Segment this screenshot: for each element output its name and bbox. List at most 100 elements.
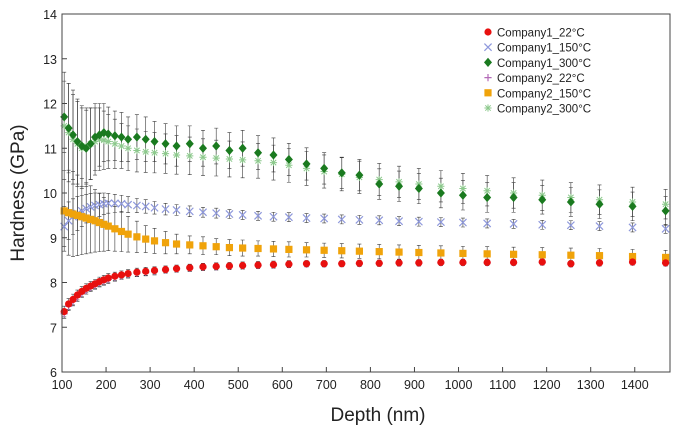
x-tick-label: 700 bbox=[316, 378, 337, 392]
markers-layer bbox=[60, 112, 670, 318]
data-point-company2-150-c bbox=[69, 210, 77, 218]
data-point-company1-22-c bbox=[142, 267, 150, 275]
data-point-company2-150-c bbox=[415, 248, 423, 257]
data-point-company2-150-c bbox=[509, 250, 518, 258]
data-point-company1-300-c bbox=[538, 195, 547, 205]
y-tick-label: 9 bbox=[50, 232, 57, 246]
data-point-company1-300-c bbox=[661, 206, 670, 216]
data-point-company2-300-c bbox=[161, 150, 170, 158]
data-point-company1-300-c bbox=[110, 131, 119, 141]
data-point-company1-150-c bbox=[320, 214, 329, 223]
data-point-company1-300-c bbox=[82, 143, 91, 153]
y-tick-label: 8 bbox=[50, 277, 57, 291]
data-point-company1-150-c bbox=[254, 211, 263, 220]
data-point-company1-300-c bbox=[302, 159, 311, 169]
data-point-company2-150-c bbox=[186, 241, 194, 249]
axes-layer: 100 200 300 400 500 600 700 800 900 1000 1100 1200 1… bbox=[43, 8, 671, 392]
data-point-company2-300-c bbox=[437, 182, 445, 190]
data-point-company1-22-c bbox=[483, 258, 491, 266]
data-point-company2-300-c bbox=[60, 122, 68, 130]
x-tick-label: 200 bbox=[96, 378, 117, 392]
data-point-company2-150-c bbox=[212, 243, 220, 251]
data-point-company1-300-c bbox=[483, 192, 492, 203]
data-point-company2-150-c bbox=[111, 225, 119, 233]
data-point-company1-150-c bbox=[483, 219, 492, 228]
data-point-company1-300-c bbox=[284, 154, 293, 165]
data-point-company1-150-c bbox=[269, 212, 278, 221]
data-point-company1-22-c bbox=[269, 261, 278, 269]
data-point-company2-150-c bbox=[225, 243, 234, 252]
data-point-company2-300-c bbox=[100, 136, 108, 144]
data-point-company1-22-c bbox=[355, 259, 363, 267]
data-point-company1-300-c bbox=[238, 143, 247, 153]
y-tick-label: 13 bbox=[43, 53, 57, 67]
data-point-company2-300-c bbox=[172, 151, 181, 159]
data-point-company1-300-c bbox=[117, 132, 126, 142]
data-point-company2-150-c bbox=[172, 240, 181, 248]
data-point-company2-300-c bbox=[117, 142, 126, 150]
data-point-company2-150-c bbox=[65, 209, 73, 217]
data-point-company1-150-c bbox=[104, 199, 113, 208]
data-point-company1-150-c bbox=[110, 199, 119, 208]
data-point-company2-150-c bbox=[483, 250, 491, 258]
data-point-company1-22-c bbox=[69, 295, 77, 304]
data-point-company1-22-c bbox=[595, 259, 604, 267]
data-point-company2-150-c bbox=[133, 233, 141, 241]
data-point-company2-150-c bbox=[437, 249, 445, 257]
data-point-company2-150-c bbox=[375, 248, 383, 256]
data-point-company1-300-c bbox=[436, 188, 445, 198]
data-point-company1-150-c bbox=[375, 216, 384, 225]
data-point-company1-300-c bbox=[212, 141, 221, 151]
data-point-company1-22-c bbox=[338, 260, 346, 268]
data-point-company1-150-c bbox=[238, 210, 247, 219]
data-point-company1-22-c bbox=[415, 259, 423, 267]
data-point-company1-22-c bbox=[538, 258, 546, 266]
data-point-company1-300-c bbox=[124, 134, 133, 144]
x-tick-label: 900 bbox=[404, 378, 425, 392]
x-tick-label: 1400 bbox=[621, 378, 649, 392]
legend-label-company1-300-c: Company1_300°C bbox=[497, 58, 591, 70]
data-point-company2-300-c bbox=[104, 137, 112, 146]
data-point-company1-150-c bbox=[284, 213, 293, 222]
data-point-company1-300-c bbox=[141, 134, 150, 144]
data-point-company2-150-c bbox=[567, 251, 575, 259]
data-point-company2-300-c bbox=[212, 154, 220, 162]
x-tick-label: 1300 bbox=[577, 378, 605, 392]
data-point-company1-22-c bbox=[111, 272, 119, 280]
data-point-company1-22-c bbox=[239, 261, 247, 270]
data-point-company2-150-c bbox=[628, 252, 637, 261]
data-point-company1-150-c bbox=[628, 223, 637, 232]
data-point-company1-22-c bbox=[437, 258, 445, 266]
data-point-company2-300-c bbox=[661, 200, 670, 208]
y-tick-label: 10 bbox=[43, 187, 57, 201]
data-point-company1-150-c bbox=[355, 215, 364, 224]
data-point-company1-22-c bbox=[320, 260, 328, 268]
data-point-company2-150-c bbox=[100, 220, 108, 228]
data-point-company2-300-c bbox=[254, 157, 262, 165]
data-point-company1-300-c bbox=[375, 179, 384, 189]
data-point-company1-300-c bbox=[86, 139, 95, 149]
data-point-company2-150-c bbox=[595, 252, 604, 260]
data-point-company1-300-c bbox=[172, 141, 181, 151]
data-point-company2-150-c bbox=[269, 245, 278, 253]
data-point-company2-150-c bbox=[355, 247, 363, 255]
data-point-company1-150-c bbox=[172, 205, 181, 215]
data-point-company2-300-c bbox=[239, 156, 247, 164]
data-point-company2-150-c bbox=[395, 248, 403, 256]
data-point-company1-300-c bbox=[509, 192, 518, 203]
data-point-company2-150-c bbox=[124, 230, 132, 238]
data-point-company2-150-c bbox=[73, 211, 82, 219]
data-point-company1-150-c bbox=[132, 201, 141, 210]
data-point-company1-300-c bbox=[595, 199, 604, 209]
data-point-company1-150-c bbox=[185, 207, 194, 216]
data-point-company1-150-c bbox=[436, 218, 445, 227]
data-point-company2-300-c bbox=[483, 187, 491, 195]
data-point-company1-22-c bbox=[150, 266, 159, 275]
y-axis-label: Hardness (GPa) bbox=[8, 124, 29, 261]
data-point-company1-22-c bbox=[212, 262, 220, 270]
data-point-company1-22-c bbox=[133, 268, 141, 276]
data-point-company1-22-c bbox=[117, 271, 126, 279]
data-point-company1-300-c bbox=[132, 132, 141, 142]
data-point-company1-300-c bbox=[566, 197, 575, 207]
